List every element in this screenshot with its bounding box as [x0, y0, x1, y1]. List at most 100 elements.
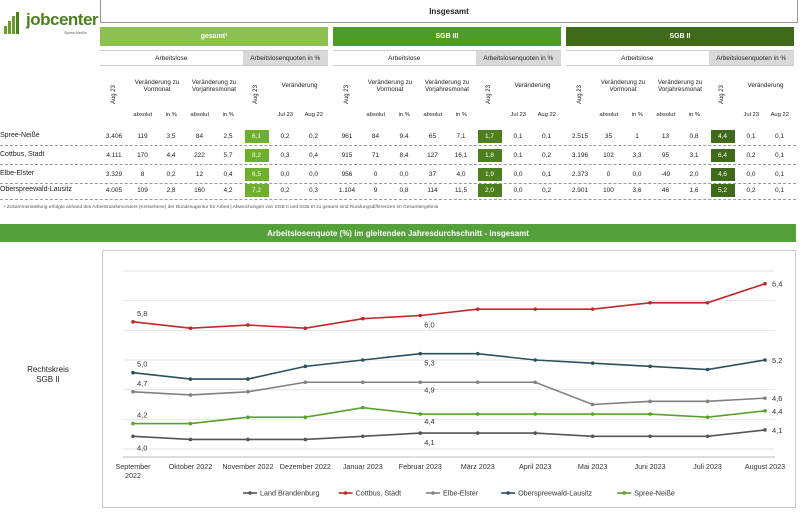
table-cell: 1,9 — [477, 168, 502, 181]
logo-bars-icon — [4, 12, 22, 34]
row-label: Elbe-Elster — [0, 170, 35, 177]
data-point — [590, 412, 595, 416]
data-label: 4,0 — [137, 443, 147, 452]
series-line — [132, 282, 766, 330]
data-point — [763, 281, 767, 286]
data-point — [648, 364, 652, 369]
table-cell: 71 — [371, 152, 380, 159]
data-point — [705, 367, 710, 372]
data-point — [418, 313, 423, 318]
data-point — [418, 431, 423, 435]
group-header-sgb2: SGB II — [566, 27, 794, 46]
col-aug23: Aug 23 — [566, 66, 595, 124]
col-aug23-quote-label: Aug 23 — [253, 85, 260, 105]
data-point — [763, 428, 767, 432]
data-label: 5,2 — [772, 356, 782, 365]
data-point — [131, 320, 135, 324]
x-tick-label: Mai 2023 — [578, 462, 608, 471]
data-point — [246, 389, 250, 394]
col-sub-label: absolut — [133, 112, 153, 118]
data-label: 4,6 — [772, 394, 782, 403]
side-label-line1: Rechtskreis — [27, 365, 69, 374]
table-cell: 100 — [603, 187, 614, 194]
subheader-quote: Arbeitslosenquoten in % — [242, 50, 328, 66]
data-point — [361, 358, 365, 362]
table-cell: 3.406 — [105, 133, 123, 140]
data-label: 6,0 — [424, 321, 434, 330]
table-cell: 0,2 — [308, 133, 319, 140]
col-aug23-label: Aug 23 — [343, 85, 350, 105]
col-vormonat: Veränderung zu Vormonat — [134, 78, 180, 93]
table-cell: 2.373 — [571, 171, 589, 178]
x-tick-label: Oktober 2022 — [169, 462, 213, 471]
data-point — [533, 431, 537, 435]
row-separator — [0, 164, 796, 165]
line-chart-svg: September 2022 Oktober 2022 November 2022 De… — [115, 270, 785, 498]
table-cell: 1.104 — [338, 187, 356, 194]
table-cell: 37 — [428, 171, 437, 178]
table-cell: 95 — [661, 152, 670, 159]
table-cell: 127 — [427, 152, 438, 159]
legend-label: Oberspreewald-Lausitz — [518, 489, 592, 498]
x-tick-label: März 2023 — [461, 462, 495, 471]
data-label: 5,0 — [137, 360, 147, 369]
col-aug23-quote: Aug 23 — [243, 66, 272, 124]
data-point — [590, 307, 595, 311]
table-cell: 0,2 — [166, 171, 176, 178]
col-sub-label: in % — [455, 112, 467, 118]
table-cell: -49 — [660, 171, 671, 178]
data-point — [188, 437, 193, 442]
side-label-line2: SGB II — [36, 375, 60, 385]
data-point — [648, 399, 652, 404]
table-cell: 8,4 — [399, 152, 409, 159]
table-title: Insgesamt — [100, 0, 798, 23]
data-point — [418, 412, 423, 416]
series-line — [132, 429, 766, 441]
series-line — [132, 352, 766, 380]
table-cell: 4,0 — [456, 171, 466, 178]
x-tick-label: Juli 2023 — [693, 462, 722, 471]
legend-marker — [343, 491, 348, 495]
table-cell: 84 — [371, 133, 380, 140]
table-cell: 9 — [373, 187, 378, 194]
table-cell: 2,8 — [166, 187, 176, 194]
table-cell: 4.111 — [106, 152, 122, 159]
series-line — [133, 406, 766, 425]
table-cell: 0,1 — [774, 187, 785, 194]
table-cell: 2.515 — [571, 133, 589, 140]
line-chart: September 2022 Oktober 2022 November 2022 De… — [102, 250, 796, 508]
legend-label: Cottbus, Stadt — [356, 489, 402, 498]
table-cell: 4.005 — [105, 187, 123, 194]
table-cell: 4,4 — [710, 130, 735, 143]
subheader-quote: Arbeitslosenquoten in % — [475, 50, 561, 66]
col-sub-label: absolut — [366, 112, 386, 118]
data-point — [705, 300, 710, 305]
row-label: Oberspreewald-Lausitz — [0, 186, 72, 193]
data-point — [475, 351, 480, 356]
data-point — [303, 364, 308, 369]
legend-label: Elbe-Elster — [443, 489, 479, 498]
table-cell: 0,8 — [689, 133, 699, 140]
table-cell: 0,8 — [399, 187, 409, 194]
legend-marker — [248, 491, 252, 495]
data-point — [475, 431, 480, 435]
col-sub-label: in % — [631, 112, 643, 118]
col-veraenderung: Veränderung — [514, 82, 551, 90]
table-cell: 0,2 — [541, 187, 552, 194]
legend-marker — [506, 491, 510, 495]
data-point — [648, 434, 652, 439]
table-cell: 5,2 — [710, 184, 735, 197]
data-point — [533, 358, 537, 362]
table-cell: 3,3 — [632, 152, 642, 159]
table-cell: 8 — [140, 171, 145, 178]
table-cell: 0,1 — [774, 133, 785, 140]
col-aug23-label: Aug 23 — [576, 85, 583, 105]
data-point — [188, 421, 193, 426]
col-sub-label: absolut — [190, 112, 210, 118]
table-cell: 0,1 — [774, 152, 785, 159]
data-point — [763, 409, 767, 413]
table-cell: 7,2 — [244, 184, 269, 197]
data-point — [361, 316, 365, 321]
table-cell: 8,2 — [244, 149, 269, 162]
data-label: 4,4 — [424, 417, 434, 426]
